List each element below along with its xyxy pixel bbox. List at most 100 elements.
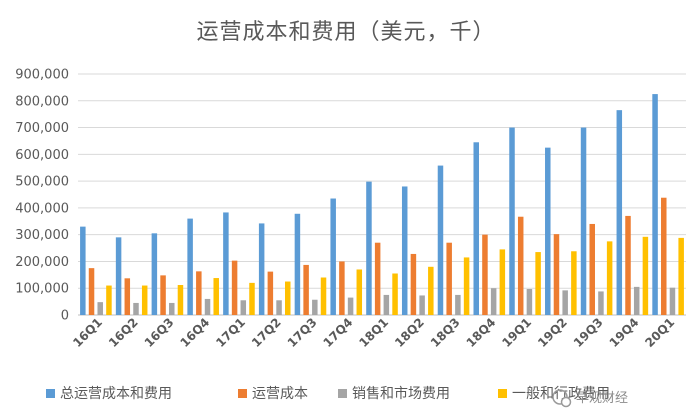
bar: [223, 212, 229, 315]
bar: [625, 215, 631, 315]
y-tick-label: 600,000: [15, 148, 69, 163]
bar: [401, 186, 408, 315]
bar: [616, 110, 623, 316]
x-tick-label: 16Q3: [142, 315, 177, 350]
legend-label: 运营成本: [252, 386, 308, 402]
bar: [204, 298, 211, 315]
bar: [106, 285, 112, 315]
bar: [374, 242, 381, 315]
chart-title: 运营成本和费用（美元，千）: [196, 20, 496, 45]
y-tick-label: 500,000: [15, 175, 69, 190]
bar: [249, 282, 255, 315]
bar: [141, 285, 148, 315]
bar: [347, 297, 354, 315]
x-tick-label: 17Q1: [213, 315, 248, 350]
bar: [535, 252, 541, 315]
bar: [196, 271, 202, 315]
y-tick-label: 400,000: [15, 201, 69, 216]
legend-label: 一般和行政费用: [512, 386, 610, 402]
bar: [133, 302, 139, 315]
bar: [490, 288, 497, 315]
bar: [678, 237, 684, 315]
bar: [482, 234, 488, 315]
x-tick-label: 16Q1: [70, 315, 105, 350]
bar: [276, 300, 282, 315]
bar: [410, 253, 417, 315]
bar: [562, 290, 568, 315]
legend-swatch: [338, 389, 347, 398]
y-tick-label: 100,000: [15, 282, 69, 297]
x-tick-label: 20Q1: [642, 315, 677, 350]
bar: [606, 241, 613, 315]
y-tick-label: 0: [61, 309, 69, 324]
x-tick-label: 17Q2: [249, 315, 284, 350]
bar: [446, 242, 452, 315]
y-axis-ticks: 0 100,000 200,000 300,000 400,000 500,000 600,…: [15, 68, 69, 324]
bar: [473, 142, 479, 315]
x-tick-label: 18Q2: [392, 315, 427, 350]
bar: [428, 266, 434, 315]
y-tick-label: 300,000: [15, 228, 69, 243]
x-tick-label: 18Q4: [464, 315, 499, 350]
x-tick-label: 19Q1: [499, 315, 534, 350]
legend-label: 总运营成本和费用: [60, 386, 172, 402]
legend: 总运营成本和费用 运营成本 销售和市场费用 一般和行政费用: [46, 385, 610, 402]
legend-swatch: [46, 389, 55, 398]
bar: [598, 291, 604, 315]
bar: [187, 218, 193, 315]
bar: [88, 268, 95, 315]
legend-swatch: [498, 389, 507, 398]
bar: [160, 275, 166, 315]
bar: [366, 181, 372, 315]
watermark: 早观财经: [552, 389, 628, 408]
x-axis-ticks: 16Q1 16Q2 16Q3 16Q4 17Q1 17Q2 17Q3 17Q4 18Q1 18Q2…: [70, 315, 677, 350]
legend-label: 销售和市场费用: [352, 385, 450, 402]
legend-swatch: [238, 389, 247, 398]
x-tick-label: 16Q2: [106, 315, 141, 350]
watermark-text: 早观财经: [576, 391, 628, 406]
bar: [463, 257, 470, 315]
bar: [661, 197, 667, 315]
bar: [571, 251, 577, 315]
bar: [545, 147, 551, 315]
bar: [517, 216, 524, 315]
bar: [294, 213, 301, 315]
bar: [669, 287, 676, 315]
bar: [509, 127, 515, 315]
x-tick-label: 19Q3: [571, 315, 606, 350]
bar: [231, 260, 238, 315]
bar: [151, 233, 158, 315]
bar: [356, 269, 363, 315]
x-tick-label: 17Q3: [285, 315, 320, 350]
x-tick-label: 16Q4: [177, 315, 212, 350]
bar: [80, 226, 86, 315]
bar: [240, 300, 247, 315]
bar: [115, 237, 122, 315]
x-tick-label: 17Q4: [321, 315, 356, 350]
bar: [499, 249, 506, 315]
bar: [124, 278, 131, 315]
bar: [177, 285, 184, 315]
bar: [589, 223, 595, 315]
bar: [330, 198, 336, 315]
x-tick-label: 18Q3: [428, 315, 463, 350]
bar: [169, 302, 175, 315]
bar: [633, 286, 640, 315]
bar: [526, 289, 533, 315]
bars: [80, 94, 684, 316]
bar: [97, 302, 103, 315]
bar: [392, 273, 398, 315]
bar: [303, 264, 309, 315]
bar: [455, 294, 461, 315]
bar: [652, 94, 658, 315]
bar: [285, 281, 291, 315]
bar: [213, 278, 219, 315]
bar: [553, 234, 560, 315]
bar: [642, 236, 649, 315]
wechat-icon-dot: [560, 396, 572, 408]
bar: [267, 271, 274, 315]
bar: [312, 299, 318, 315]
x-tick-label: 19Q2: [535, 315, 570, 350]
y-tick-label: 800,000: [15, 94, 69, 109]
